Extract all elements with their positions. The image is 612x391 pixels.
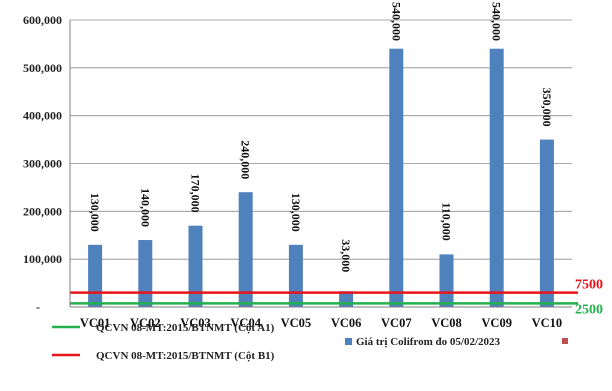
data-label: 240,000: [239, 140, 253, 179]
reference-label-a1: 2500: [575, 302, 603, 317]
x-category-label: VC05: [281, 316, 312, 330]
legend-b1-label: QCVN 08-MT:2015/BTNMT (Cột B1): [96, 350, 275, 362]
y-tick-label: 100,000: [23, 252, 62, 266]
bar: [489, 48, 504, 307]
reference-lines: 7500 2500: [70, 278, 603, 317]
bar: [288, 244, 303, 307]
gridlines: [70, 19, 572, 260]
data-labels: 130,000 140,000 170,000 240,000 130,000 33,00…: [88, 2, 554, 272]
bar: [238, 192, 253, 307]
data-label: 350,000: [540, 88, 554, 127]
bar: [88, 244, 103, 307]
x-category-label: VC09: [481, 316, 512, 330]
y-tick-label: -: [36, 300, 40, 314]
legend-extra-marker: [562, 338, 568, 344]
x-category-label: VC02: [130, 316, 161, 330]
bar: [539, 139, 554, 307]
legend-series-label: Giá trị Colifrom đo 05/02/2023: [356, 336, 501, 348]
legend: QCVN 08-MT:2015/BTNMT (Cột A1) QCVN 08-M…: [52, 322, 568, 362]
data-label: 140,000: [138, 188, 152, 227]
y-tick-label: 200,000: [23, 204, 62, 218]
data-label: 170,000: [189, 174, 203, 213]
bars: [88, 48, 554, 307]
data-label: 540,000: [490, 2, 504, 41]
y-tick-label: 300,000: [23, 157, 62, 171]
data-label: 540,000: [389, 2, 403, 41]
y-tick-label: 500,000: [23, 61, 62, 75]
bar: [138, 240, 153, 307]
data-label: 110,000: [440, 202, 454, 240]
bar: [439, 254, 454, 307]
y-tick-label: 600,000: [23, 13, 62, 27]
legend-a1-label: QCVN 08-MT:2015/BTNMT (Cột A1): [96, 322, 275, 334]
data-label: 33,000: [339, 239, 353, 272]
bar: [188, 225, 203, 307]
data-label: 130,000: [88, 193, 102, 232]
bar: [389, 48, 404, 307]
y-axis-ticks: - 100,000 200,000 300,000 400,000 500,000 600,…: [23, 13, 62, 314]
x-axis-categories: VC01 VC02 VC03 VC04 VC05 VC06 VC07 VC08 VC09 VC10: [80, 316, 562, 330]
legend-series-swatch: [345, 338, 352, 345]
data-label: 130,000: [289, 193, 303, 232]
y-tick-label: 400,000: [23, 109, 62, 123]
x-category-label: VC01: [80, 316, 111, 330]
x-category-label: VC06: [331, 316, 362, 330]
x-category-label: VC03: [180, 316, 211, 330]
x-category-label: VC10: [532, 316, 563, 330]
x-category-label: VC07: [381, 316, 412, 330]
x-category-label: VC04: [230, 316, 261, 330]
reference-label-b1: 7500: [575, 278, 603, 293]
x-category-label: VC08: [431, 316, 462, 330]
